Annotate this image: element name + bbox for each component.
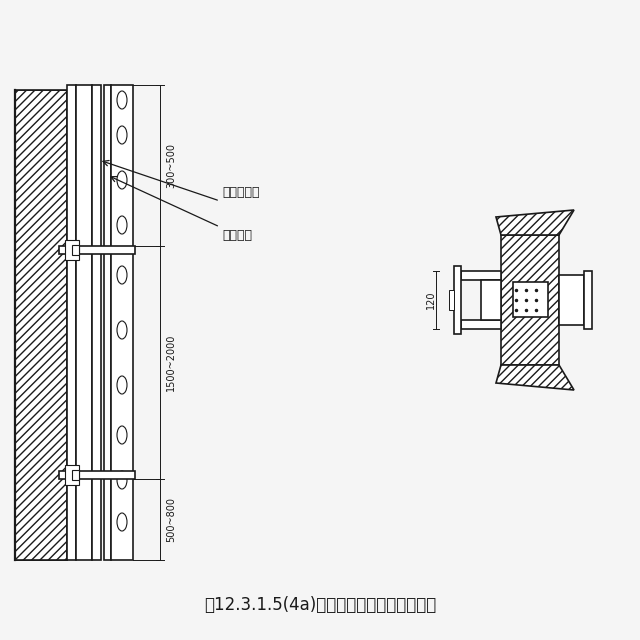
Ellipse shape (117, 171, 127, 189)
Bar (461, 271, 501, 280)
Ellipse shape (117, 266, 127, 284)
Bar (559, 275, 584, 325)
Ellipse shape (117, 126, 127, 144)
Ellipse shape (117, 471, 127, 489)
Bar (65, 240, 79, 260)
Bar (449, 290, 454, 310)
Text: 500~800: 500~800 (166, 497, 176, 542)
Bar (72, 470, 79, 480)
Ellipse shape (117, 321, 127, 339)
Text: 1500~2000: 1500~2000 (166, 334, 176, 391)
Ellipse shape (117, 513, 127, 531)
Bar (72, 245, 79, 255)
Bar (454, 266, 461, 334)
Polygon shape (496, 365, 574, 390)
Bar (65, 465, 79, 485)
Bar (111, 85, 133, 560)
Bar (59, 246, 135, 254)
Ellipse shape (117, 216, 127, 234)
Ellipse shape (117, 376, 127, 394)
Text: 预制砌块: 预制砌块 (222, 229, 252, 242)
Text: 300~500: 300~500 (166, 143, 176, 188)
Ellipse shape (117, 426, 127, 444)
Bar (67, 85, 76, 560)
Ellipse shape (117, 91, 127, 109)
Polygon shape (496, 210, 574, 235)
Bar (461, 320, 501, 329)
Bar (104, 85, 111, 560)
Text: 120: 120 (426, 291, 436, 309)
Bar (59, 471, 135, 479)
Text: 工字钢立柱: 工字钢立柱 (222, 186, 259, 199)
Bar (76, 85, 92, 560)
Bar (501, 235, 559, 365)
Bar (15, 90, 67, 560)
Bar (584, 271, 592, 329)
Bar (513, 282, 548, 317)
Bar (92, 85, 101, 560)
Text: 图12.3.1.5(4a)工字钢立柱用预制砌块侧装: 图12.3.1.5(4a)工字钢立柱用预制砌块侧装 (204, 596, 436, 614)
Bar (481, 280, 501, 320)
